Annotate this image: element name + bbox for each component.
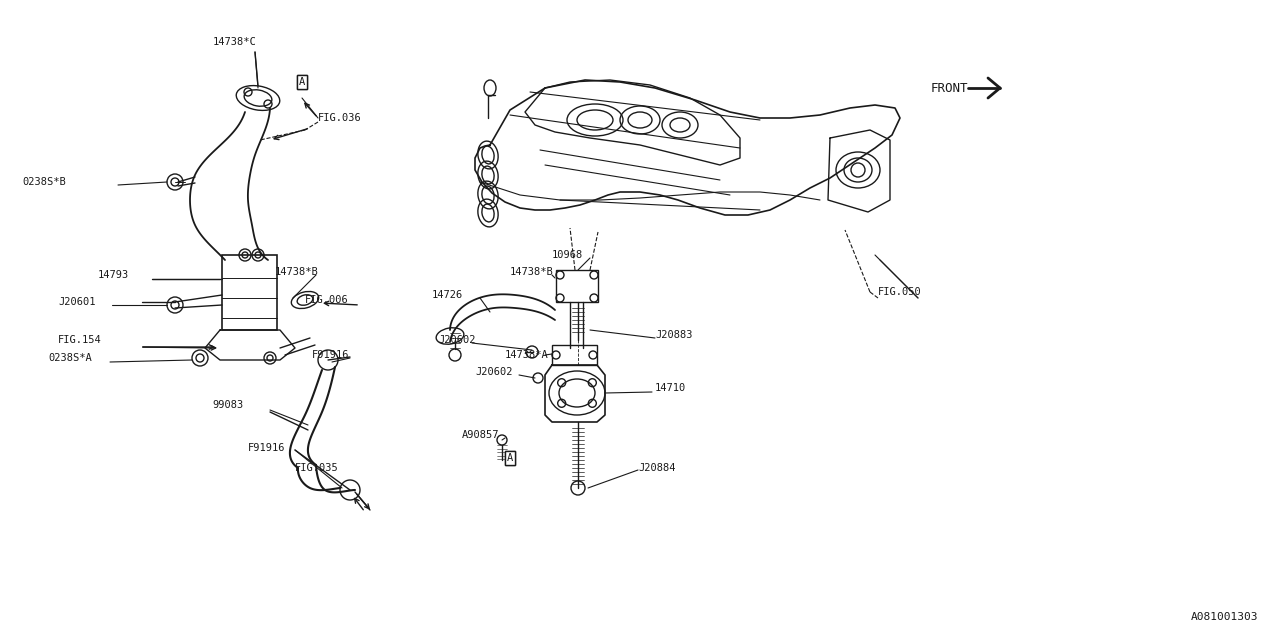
Text: A: A <box>507 453 513 463</box>
Text: 14726: 14726 <box>433 290 463 300</box>
Text: FIG.050: FIG.050 <box>878 287 922 297</box>
Text: J20883: J20883 <box>655 330 692 340</box>
Text: 10968: 10968 <box>552 250 584 260</box>
Text: 0238S*A: 0238S*A <box>49 353 92 363</box>
Text: FRONT: FRONT <box>931 81 968 95</box>
Text: FIG.006: FIG.006 <box>305 295 348 305</box>
Text: 14710: 14710 <box>655 383 686 393</box>
Text: 14738*B: 14738*B <box>275 267 319 277</box>
Text: 99083: 99083 <box>212 400 243 410</box>
Text: FIG.154: FIG.154 <box>58 335 101 345</box>
Text: F91916: F91916 <box>312 350 349 360</box>
Bar <box>552 345 596 365</box>
Text: A: A <box>298 77 305 87</box>
Text: A: A <box>507 453 513 463</box>
Text: A: A <box>298 77 305 87</box>
Bar <box>556 270 598 302</box>
Text: A081001303: A081001303 <box>1190 612 1258 622</box>
Bar <box>221 255 276 330</box>
Text: 14793: 14793 <box>99 270 129 280</box>
Text: J20601: J20601 <box>58 297 96 307</box>
Text: A90857: A90857 <box>462 430 499 440</box>
Text: J20602: J20602 <box>438 335 475 345</box>
Text: FIG.035: FIG.035 <box>294 463 339 473</box>
Text: F91916: F91916 <box>248 443 285 453</box>
Text: 14738*C: 14738*C <box>214 37 257 47</box>
Text: J20602: J20602 <box>475 367 512 377</box>
Text: 0238S*B: 0238S*B <box>22 177 65 187</box>
Text: 14738*B: 14738*B <box>509 267 554 277</box>
Text: FIG.036: FIG.036 <box>317 113 362 123</box>
Text: 14738*A: 14738*A <box>506 350 549 360</box>
Text: J20884: J20884 <box>637 463 676 473</box>
